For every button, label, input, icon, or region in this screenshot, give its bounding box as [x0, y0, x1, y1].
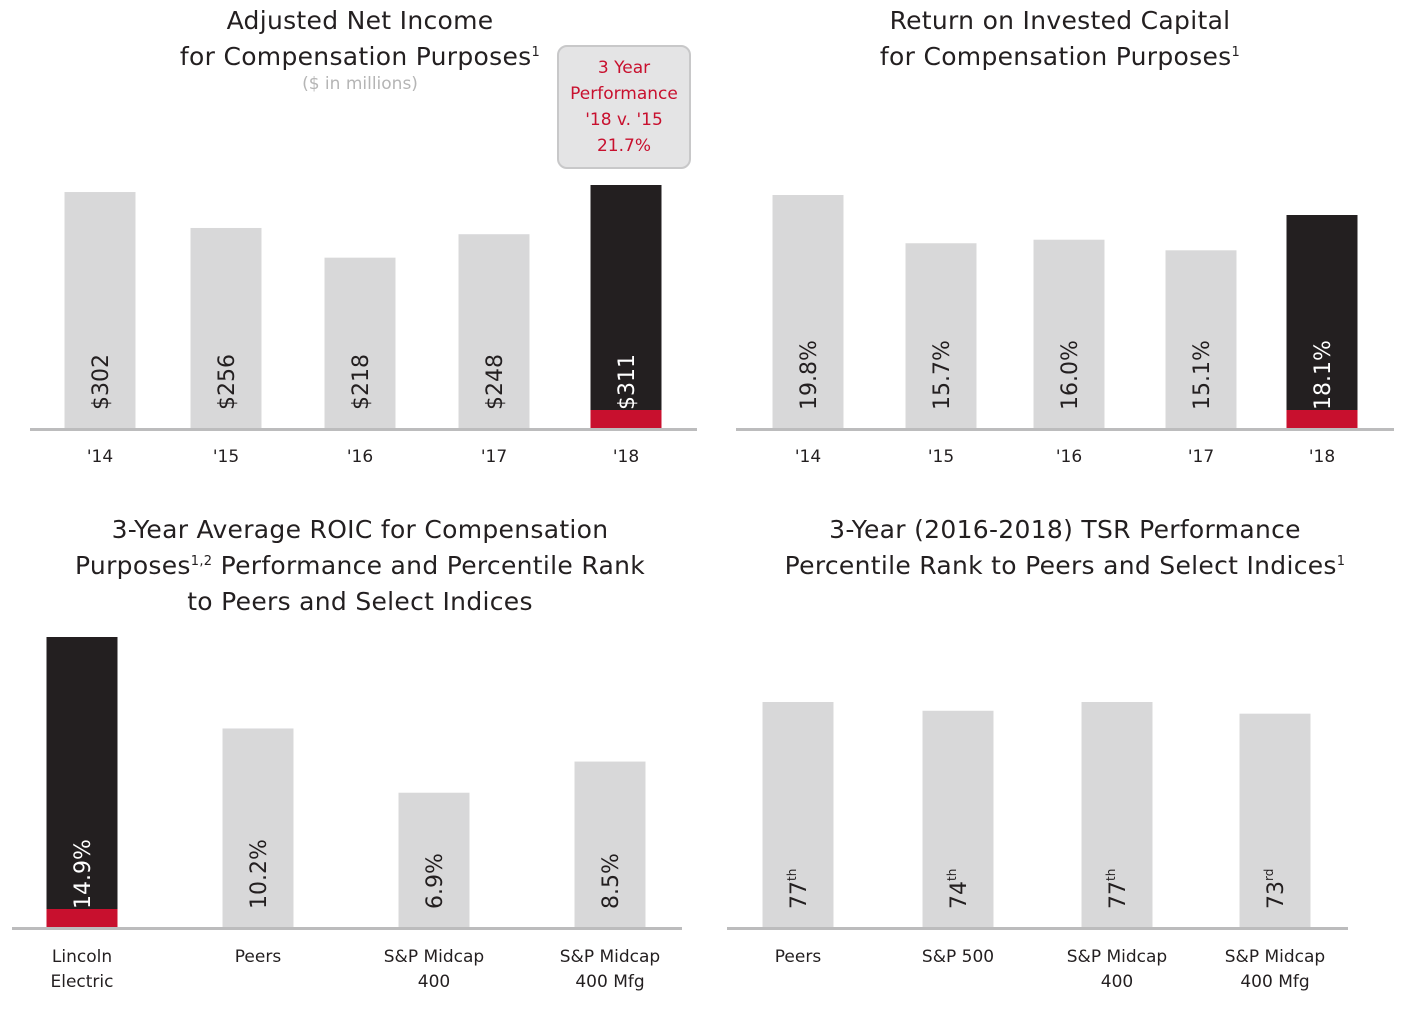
chart1-bar-5 [590, 185, 662, 428]
chart4-bar-1 [762, 702, 834, 927]
chart2-value-label-1: 19.8% [797, 340, 822, 410]
chart3-bar-3 [398, 792, 470, 927]
callout-line2: Performance [570, 84, 678, 104]
chart4-category-label-3-line1: S&P Midcap [1067, 947, 1167, 967]
chart3-category-label-1-line2: Electric [51, 972, 114, 992]
chart4-value-label-3: 77th [1104, 869, 1131, 909]
chart4-title: 3-Year (2016-2018) TSR Performance Perce… [745, 512, 1385, 584]
chart1-subtitle: ($ in millions) [302, 74, 418, 94]
chart2-title: Return on Invested Capital for Compensat… [840, 3, 1280, 75]
chart4-bar-3 [1081, 702, 1153, 927]
chart1-category-label-2: '15 [213, 447, 239, 467]
chart3-title-footnote: 1,2 [190, 554, 213, 569]
callout-line1: 3 Year [597, 58, 651, 78]
chart3-title-line2: Purposes1,2 Performance and Percentile R… [40, 548, 680, 584]
chart1-bar-1 [64, 192, 136, 428]
chart4-category-label-4-line1: S&P Midcap [1225, 947, 1325, 967]
chart1-value-label-1: $302 [89, 354, 114, 410]
chart1-title-footnote: 1 [531, 45, 541, 60]
chart3-title-line2b: Performance and Percentile Rank [212, 551, 645, 580]
chart2-bar-5 [1286, 215, 1358, 428]
chart1-bar-3 [324, 257, 396, 428]
chart1-category-label-1: '14 [87, 447, 113, 467]
chart2-category-label-4: '17 [1188, 447, 1214, 467]
chart1-title-line2-text: for Compensation Purposes [179, 42, 532, 71]
chart3-title-line3: to Peers and Select Indices [187, 587, 533, 616]
chart3-value-label-1: 14.9% [71, 839, 96, 909]
chart2-value-label-2: 15.7% [930, 340, 955, 410]
chart3-bar-2 [222, 728, 294, 927]
chart4-category-label-4-line2: 400 Mfg [1240, 972, 1309, 992]
chart4-category-label-1: Peers [775, 947, 822, 967]
chart3-bar-1-accent [46, 909, 118, 927]
chart1-title: Adjusted Net Income for Compensation Pur… [140, 3, 580, 75]
chart2-bar-3 [1033, 239, 1105, 428]
chart3-bar-1 [46, 637, 118, 927]
chart1-category-label-3: '16 [347, 447, 373, 467]
chart4-value-label-4: 73rd [1262, 869, 1289, 909]
chart3-bar-4 [574, 761, 646, 927]
chart2-bar-1 [772, 195, 844, 428]
chart2-value-label-4: 15.1% [1190, 340, 1215, 410]
chart3-category-label-2: Peers [235, 947, 282, 967]
chart4-title-line2-text: Percentile Rank to Peers and Select Indi… [784, 551, 1337, 580]
chart3-category-label-3-line2: 400 [418, 972, 450, 992]
chart1-value-label-4: $248 [483, 354, 508, 410]
chart3-title-line2a: Purposes [75, 551, 191, 580]
chart1-value-label-3: $218 [349, 354, 374, 410]
chart1-callout: 3 Year Performance '18 v. '15 21.7% [557, 45, 691, 169]
chart3-category-label-3-line1: S&P Midcap [384, 947, 484, 967]
chart3-title-line1: 3-Year Average ROIC for Compensation [111, 515, 609, 544]
chart2-title-line2-text: for Compensation Purposes [879, 42, 1232, 71]
chart1-bar-2 [190, 227, 262, 428]
chart3-category-label-4-line2: 400 Mfg [575, 972, 644, 992]
chart2-value-label-5: 18.1% [1311, 340, 1336, 410]
chart4-value-label-2: 74th [945, 869, 972, 909]
chart2-category-label-2: '15 [928, 447, 954, 467]
chart2-bar-5-accent [1286, 410, 1358, 428]
chart1-category-label-5: '18 [613, 447, 639, 467]
chart3-value-label-3: 6.9% [423, 853, 448, 909]
chart4-category-label-3-line2: 400 [1101, 972, 1133, 992]
chart2-category-label-1: '14 [795, 447, 821, 467]
chart1-title-line1: Adjusted Net Income [226, 6, 494, 35]
chart4-title-line1: 3-Year (2016-2018) TSR Performance [829, 515, 1301, 544]
chart1-category-label-4: '17 [481, 447, 507, 467]
chart3-value-label-4: 8.5% [599, 853, 624, 909]
chart2-category-label-3: '16 [1056, 447, 1082, 467]
chart1-title-line2: for Compensation Purposes1 [140, 39, 580, 75]
chart2-title-footnote: 1 [1231, 45, 1241, 60]
chart2-bar-4 [1165, 250, 1237, 428]
chart2-value-label-3: 16.0% [1058, 340, 1083, 410]
chart3-category-label-4-line1: S&P Midcap [560, 947, 660, 967]
chart3-category-label-1-line1: Lincoln [52, 947, 112, 967]
chart2-title-line1: Return on Invested Capital [889, 6, 1231, 35]
chart4-bar-2 [922, 710, 994, 927]
chart2-title-line2: for Compensation Purposes1 [840, 39, 1280, 75]
chart4-value-label-1: 77th [785, 869, 812, 909]
callout-line3: '18 v. '15 [585, 110, 663, 130]
chart4-category-label-2: S&P 500 [922, 947, 994, 967]
chart4-title-line2: Percentile Rank to Peers and Select Indi… [745, 548, 1385, 584]
chart1-bar-4 [458, 234, 530, 428]
chart3-title: 3-Year Average ROIC for Compensation Pur… [40, 512, 680, 620]
chart1-bar-5-accent [590, 410, 662, 428]
chart3-value-label-2: 10.2% [247, 839, 272, 909]
chart2-bar-2 [905, 243, 977, 428]
chart1-value-label-5: $311 [615, 354, 640, 410]
chart4-bar-4 [1239, 713, 1311, 927]
chart2-category-label-5: '18 [1309, 447, 1335, 467]
chart4-title-footnote: 1 [1336, 554, 1346, 569]
callout-line4: 21.7% [596, 136, 651, 156]
chart1-value-label-2: $256 [215, 354, 240, 410]
